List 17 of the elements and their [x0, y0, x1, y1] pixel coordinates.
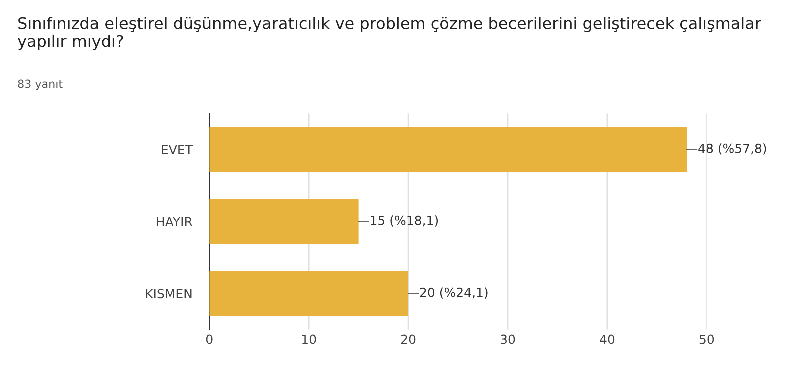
x-tick-label: 30: [501, 334, 516, 344]
data-label: 15 (%18,1): [371, 216, 438, 227]
bar: [210, 199, 359, 244]
x-tick-label: 10: [302, 334, 316, 344]
y-tick-label: KISMEN: [146, 289, 192, 299]
data-label: 48 (%57,8): [698, 144, 766, 155]
text: 83 yanıt: [18, 80, 63, 90]
x-tick-label: 20: [402, 334, 416, 344]
x-tick-label: 40: [600, 334, 615, 344]
bar: [210, 127, 688, 172]
x-tick-label: 0: [206, 334, 213, 344]
data-label: 20 (%24,1): [420, 288, 488, 299]
y-tick-label: HAYIR: [157, 217, 193, 226]
x-tick-label: 50: [700, 334, 714, 344]
y-tick-label: EVET: [162, 145, 193, 154]
chart-title: Sınıfınızda eleştirel düşünme,yaratıcılık ve problem çözme becerilerini geliştirecek çalışmalar yapılır mıydı?: [18, 17, 762, 50]
bar: [210, 271, 409, 316]
